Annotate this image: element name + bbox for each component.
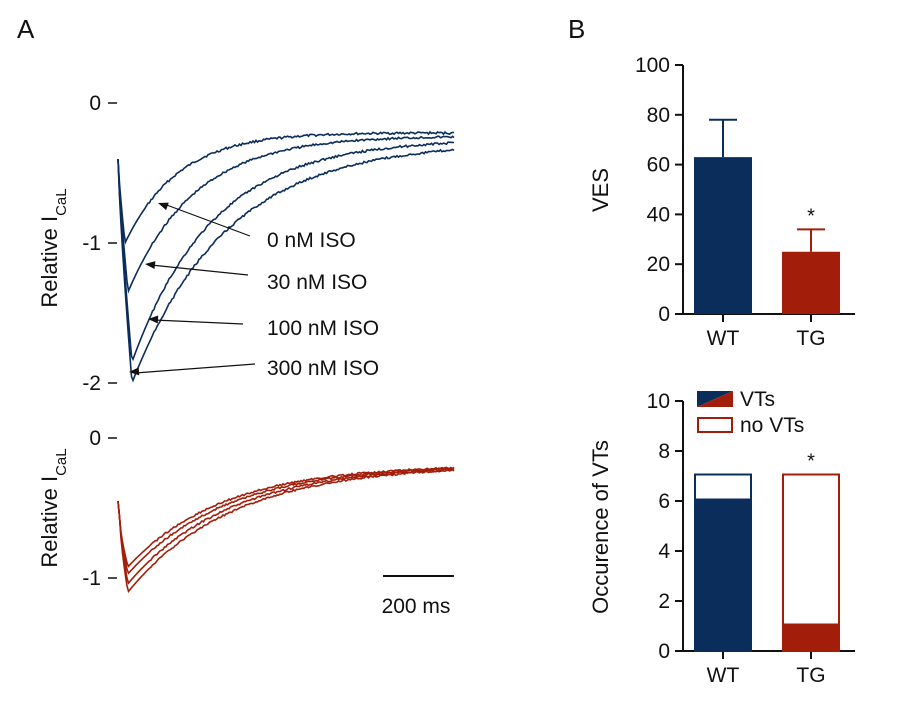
legend-swatch-vts-red: [697, 391, 733, 407]
trace-a-top: [117, 148, 455, 383]
series-label: 0 nM ISO: [267, 229, 356, 252]
y-tick-label: -2: [82, 372, 101, 395]
y-tick-label: 2: [658, 590, 670, 613]
legend-label-vts: VTs: [740, 388, 775, 411]
series-label: 100 nM ISO: [267, 317, 379, 340]
bar-tg: [782, 251, 840, 314]
y-axis-title-main: Relative I: [37, 476, 62, 568]
panel-label-a: A: [17, 14, 35, 44]
annotation-arrowhead: [148, 315, 159, 324]
x-tick-label: TG: [796, 327, 825, 350]
bar-no-vts-tg: [782, 473, 840, 652]
y-tick-label: 60: [647, 154, 670, 177]
panel-label-b: B: [568, 14, 585, 44]
y-tick-label: 10: [647, 390, 670, 413]
annotation-arrow-line: [153, 319, 244, 325]
y-axis-title: VES: [588, 168, 613, 212]
y-tick-label: 4: [658, 540, 670, 563]
y-tick-label: 6: [658, 490, 670, 513]
annotation-arrowhead: [158, 202, 169, 211]
trace-a-bottom: [117, 467, 455, 585]
legend-swatch-no-vts: [697, 417, 733, 433]
y-axis-title: Relative ICaL: [37, 188, 70, 307]
y-tick-label: 80: [647, 104, 670, 127]
legend-label-no-vts: no VTs: [740, 414, 804, 437]
trace-a-bottom: [117, 467, 455, 575]
trace-a-top: [117, 141, 455, 362]
annotation-arrowhead: [145, 261, 156, 269]
scale-bar-label: 200 ms: [382, 595, 451, 618]
bar-vts-tg: [782, 623, 840, 651]
annotation-arrow-line: [134, 363, 256, 374]
annotation-arrow-line: [163, 203, 251, 237]
x-tick-label: TG: [796, 664, 825, 687]
series-label: 30 nM ISO: [267, 271, 367, 294]
y-tick-label: 0: [658, 640, 670, 663]
bar-vts-wt: [694, 498, 752, 651]
y-axis-title-subscript: CaL: [53, 448, 70, 476]
y-axis-title: Occurence of VTs: [588, 440, 613, 614]
annotation-arrow-line: [150, 264, 249, 276]
y-tick-label: 8: [658, 440, 670, 463]
y-tick-label: 0: [89, 92, 101, 115]
bar-wt: [694, 157, 752, 314]
y-axis-title: Relative ICaL: [37, 448, 70, 567]
y-tick-label: 20: [647, 253, 670, 276]
series-label: 300 nM ISO: [267, 357, 379, 380]
x-tick-label: WT: [707, 664, 740, 687]
y-tick-label: 0: [89, 427, 101, 450]
y-tick-label: 0: [658, 303, 670, 326]
y-tick-label: 100: [635, 54, 670, 77]
y-tick-label: 40: [647, 203, 670, 226]
y-tick-label: -1: [82, 232, 101, 255]
trace-a-top: [117, 135, 455, 294]
x-tick-label: WT: [707, 327, 740, 350]
trace-a-top: [117, 130, 455, 245]
significance-marker: *: [807, 451, 815, 473]
y-tick-label: -1: [82, 567, 101, 590]
annotation-arrowhead: [129, 367, 140, 376]
y-axis-title-main: Relative I: [37, 216, 62, 308]
significance-marker: *: [807, 205, 815, 227]
trace-a-bottom: [117, 466, 455, 568]
trace-a-bottom: [117, 468, 455, 594]
legend: VTs no VTs: [697, 388, 804, 437]
y-axis-title-subscript: CaL: [53, 188, 70, 216]
